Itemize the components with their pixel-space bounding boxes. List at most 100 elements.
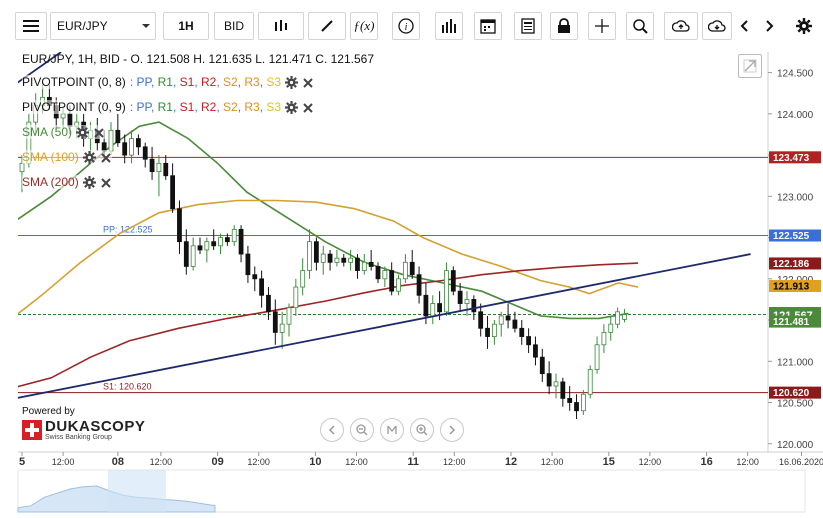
scroll-forward-button[interactable] bbox=[760, 12, 780, 40]
side-value: BID bbox=[223, 19, 244, 33]
close-icon[interactable] bbox=[93, 127, 105, 139]
gear-icon[interactable] bbox=[76, 126, 90, 140]
candle-body bbox=[218, 237, 223, 247]
price-label-box bbox=[769, 257, 821, 270]
candle-body bbox=[485, 327, 490, 337]
x-tick-label: 12:00 bbox=[52, 457, 75, 467]
volume-button[interactable] bbox=[435, 12, 463, 40]
pivot-part: , bbox=[237, 100, 245, 114]
zoom-out-icon bbox=[356, 424, 368, 436]
reset-zoom-button[interactable] bbox=[380, 418, 404, 442]
candle-body bbox=[259, 278, 265, 296]
draw-button[interactable] bbox=[308, 12, 346, 40]
gear-icon[interactable] bbox=[285, 76, 299, 90]
scroll-back-button[interactable] bbox=[734, 12, 754, 40]
pivot-part: , bbox=[237, 75, 245, 89]
close-icon[interactable] bbox=[100, 152, 112, 164]
candle-body bbox=[286, 307, 292, 325]
calendar-button[interactable] bbox=[474, 12, 502, 40]
settings-button[interactable] bbox=[793, 12, 815, 40]
close-icon[interactable] bbox=[100, 177, 112, 189]
candle-body bbox=[334, 257, 340, 263]
indicator-row: SMA (100) bbox=[22, 150, 112, 165]
info-button[interactable]: i bbox=[392, 12, 420, 40]
menu-button[interactable] bbox=[15, 12, 47, 40]
candle-body bbox=[389, 270, 395, 292]
function-button[interactable]: ƒ(x) bbox=[350, 12, 378, 40]
pivot-part: S3 bbox=[266, 75, 282, 89]
scroll-right-button[interactable] bbox=[440, 418, 464, 442]
upload-button[interactable] bbox=[664, 12, 698, 40]
candle-body bbox=[608, 323, 614, 333]
crosshair-button[interactable] bbox=[588, 12, 616, 40]
candle-body bbox=[416, 274, 422, 296]
candle-body bbox=[567, 397, 573, 403]
pivot-part: R3 bbox=[244, 100, 260, 114]
candle-body bbox=[580, 393, 586, 412]
pivot-part: , bbox=[172, 75, 180, 89]
gear-icon[interactable] bbox=[82, 176, 96, 190]
pivot-part: , bbox=[150, 100, 158, 114]
scroll-left-button[interactable] bbox=[320, 418, 344, 442]
zoom-button[interactable] bbox=[626, 12, 654, 40]
pivot-part: PP bbox=[136, 100, 151, 114]
svg-text:i: i bbox=[405, 22, 408, 33]
sma-line bbox=[18, 199, 639, 315]
side-select[interactable]: BID bbox=[214, 12, 254, 40]
close-icon[interactable] bbox=[302, 77, 314, 89]
candle-body bbox=[553, 381, 559, 387]
x-tick-label: 12:00 bbox=[150, 457, 173, 467]
candle-body bbox=[491, 323, 497, 337]
download-button[interactable] bbox=[702, 12, 732, 40]
news-button[interactable] bbox=[514, 12, 542, 40]
branding: Powered by DUKASCOPY Swiss Banking Group bbox=[22, 406, 145, 441]
swiss-cross-icon bbox=[22, 420, 42, 440]
indicator-row: SMA (200) bbox=[22, 175, 112, 190]
pivot-part: S2 bbox=[223, 100, 238, 114]
candle-body bbox=[382, 270, 388, 280]
zoom-in-button[interactable] bbox=[410, 418, 434, 442]
x-tick-label: 12:00 bbox=[247, 457, 270, 467]
timeframe-select[interactable]: 1H bbox=[163, 12, 209, 40]
symbol-select[interactable]: EUR/JPY bbox=[50, 12, 156, 40]
crosshair-icon bbox=[595, 19, 609, 33]
price-label-box bbox=[769, 386, 821, 399]
gear-icon[interactable] bbox=[82, 151, 96, 165]
candle-body bbox=[245, 253, 251, 276]
zoom-out-button[interactable] bbox=[350, 418, 374, 442]
candle-body bbox=[430, 303, 436, 317]
draw-line-icon bbox=[321, 20, 333, 32]
chevron-right-icon bbox=[766, 20, 774, 32]
volume-bars-icon bbox=[442, 19, 456, 33]
navigator-window bbox=[108, 470, 166, 512]
candle-body bbox=[197, 245, 203, 251]
x-tick-label: 16 bbox=[700, 456, 712, 468]
candle-body bbox=[156, 162, 162, 172]
price-label-text: 123.473 bbox=[773, 153, 810, 164]
y-tick-label: 120.000 bbox=[777, 440, 814, 451]
chart-type-button[interactable] bbox=[258, 12, 304, 40]
cloud-download-icon bbox=[708, 20, 726, 32]
news-icon bbox=[521, 18, 535, 34]
candle-body bbox=[601, 332, 607, 346]
trendline bbox=[18, 52, 62, 84]
gear-icon[interactable] bbox=[285, 101, 299, 115]
lock-button[interactable] bbox=[550, 12, 578, 40]
candle-body bbox=[622, 314, 627, 320]
candle-body bbox=[60, 113, 66, 119]
candle-body bbox=[464, 299, 470, 304]
scroll-right-icon bbox=[449, 425, 456, 435]
reset-zoom-icon bbox=[387, 425, 397, 434]
pivot-part: : bbox=[129, 75, 137, 89]
brand-subtitle: Swiss Banking Group bbox=[45, 434, 112, 441]
candle-body bbox=[272, 311, 278, 333]
close-icon[interactable] bbox=[302, 102, 314, 114]
candle-body bbox=[615, 311, 621, 325]
y-tick-label: 120.500 bbox=[777, 399, 814, 410]
candle-body bbox=[533, 344, 538, 358]
candle-body bbox=[327, 253, 333, 263]
candle-body bbox=[313, 241, 319, 263]
price-chart[interactable]: 124.500124.000123.500123.000122.500122.0… bbox=[0, 52, 823, 518]
fullscreen-button[interactable] bbox=[738, 54, 762, 78]
price-label-text: 121.481 bbox=[773, 317, 810, 328]
